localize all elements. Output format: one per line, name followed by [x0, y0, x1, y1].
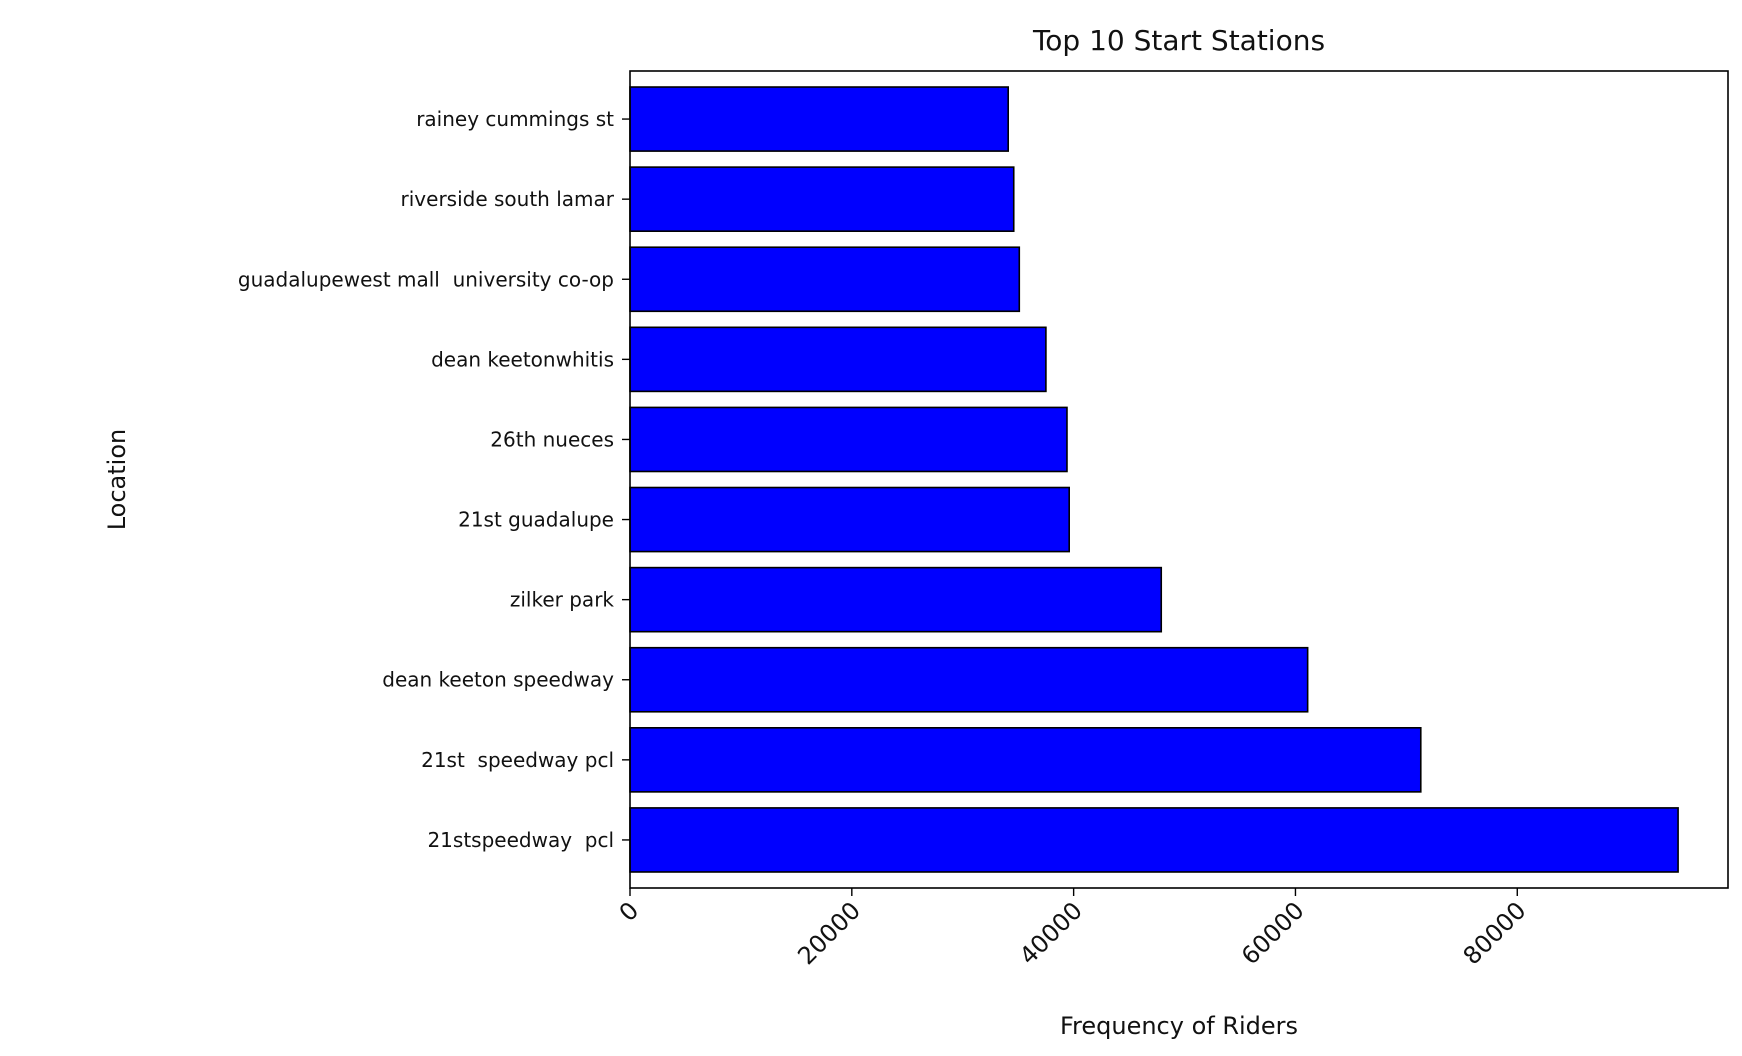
- y-axis-ticks: 21stspeedway pcl 21st speedway pcl dean ke…: [238, 107, 630, 852]
- y-tick-label: 21st guadalupe: [458, 508, 614, 532]
- y-tick-label: 26th nueces: [490, 427, 614, 451]
- bar: [629, 406, 1068, 473]
- bar: [629, 566, 1163, 633]
- bar: [629, 646, 1309, 713]
- y-tick-label: 21st speedway pcl: [421, 748, 614, 772]
- y-tick-label: dean keetonwhitis: [431, 347, 614, 371]
- y-axis-title: Location: [103, 429, 131, 531]
- y-tick-label: riverside south lamar: [401, 187, 615, 211]
- y-tick-label: 21stspeedway pcl: [427, 828, 614, 852]
- bars-layer: [629, 86, 1679, 873]
- bar: [629, 166, 1015, 232]
- y-tick-label: zilker park: [510, 588, 615, 612]
- bar: [629, 807, 1679, 873]
- y-tick-label: guadalupewest mall university co-op: [238, 267, 614, 291]
- bar: [629, 486, 1071, 553]
- y-tick-label: dean keeton speedway: [382, 668, 614, 692]
- bar: [629, 326, 1047, 393]
- x-axis-title: Frequency of Riders: [1060, 1012, 1298, 1040]
- plot-frame: [629, 70, 1729, 889]
- bar: [629, 86, 1010, 152]
- bar: [629, 246, 1021, 313]
- y-tick-label: rainey cummings st: [416, 107, 614, 131]
- chart-title: Top 10 Start Stations: [1032, 24, 1325, 57]
- bar: [629, 727, 1422, 793]
